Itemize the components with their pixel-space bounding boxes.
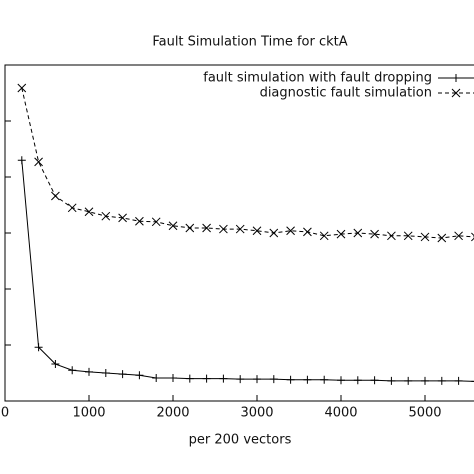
point-marker — [370, 376, 379, 385]
point-marker — [51, 191, 60, 201]
point-marker — [51, 360, 60, 369]
legend-marker — [452, 74, 460, 82]
point-marker — [151, 217, 161, 227]
point-marker — [337, 376, 345, 385]
point-marker — [454, 376, 463, 385]
point-marker — [471, 232, 474, 242]
point-marker — [403, 231, 413, 241]
point-marker — [118, 213, 127, 223]
point-marker — [152, 374, 161, 383]
point-marker — [68, 366, 77, 375]
point-marker — [185, 223, 195, 233]
x-axis-label: per 200 vectors — [189, 433, 292, 448]
point-marker — [387, 376, 396, 385]
point-marker — [202, 374, 211, 383]
point-marker — [353, 228, 363, 238]
point-marker — [118, 370, 127, 379]
legend-marker — [451, 88, 461, 98]
point-marker — [85, 367, 93, 376]
x-tick-label: 3000 — [240, 406, 273, 421]
point-marker — [34, 157, 43, 167]
point-marker — [437, 376, 446, 385]
point-marker — [353, 376, 362, 385]
point-marker — [387, 231, 396, 241]
x-tick-label: 5000 — [408, 406, 441, 421]
plot-frame — [4, 64, 474, 402]
point-marker — [101, 211, 111, 221]
point-marker — [454, 231, 463, 241]
point-marker — [235, 224, 245, 234]
point-marker — [420, 232, 430, 242]
point-marker — [320, 375, 329, 384]
point-marker — [404, 376, 413, 385]
series-line — [21, 87, 474, 239]
point-marker — [219, 224, 228, 234]
point-marker — [269, 375, 278, 384]
point-marker — [202, 223, 211, 233]
x-tick-label: 2000 — [156, 406, 189, 421]
point-marker — [168, 221, 178, 231]
point-marker — [236, 375, 245, 384]
legend-label: fault simulation with fault dropping — [203, 71, 432, 86]
point-marker — [336, 229, 346, 239]
point-marker — [269, 228, 279, 238]
point-marker — [319, 231, 329, 241]
point-marker — [34, 343, 43, 352]
point-marker — [101, 369, 110, 377]
x-tick-label: 4000 — [324, 406, 357, 421]
point-marker — [84, 207, 94, 217]
point-marker — [286, 375, 295, 384]
point-marker — [219, 374, 228, 383]
series-line — [21, 160, 474, 382]
point-marker — [437, 233, 447, 243]
point-marker — [303, 227, 312, 237]
chart-title: Fault Simulation Time for cktA — [152, 35, 347, 50]
point-marker — [169, 374, 177, 383]
point-marker — [185, 374, 194, 383]
point-marker — [471, 380, 474, 382]
point-marker — [303, 375, 312, 384]
point-marker — [286, 226, 295, 236]
point-marker — [421, 376, 429, 385]
x-tick-label: 0 — [1, 406, 9, 421]
point-marker — [253, 375, 261, 384]
point-marker — [17, 83, 27, 93]
point-marker — [252, 226, 262, 236]
point-marker — [135, 216, 144, 226]
point-marker — [135, 371, 144, 380]
point-marker — [67, 203, 77, 213]
legend-label: diagnostic fault simulation — [260, 86, 432, 101]
x-tick-label: 1000 — [72, 406, 105, 421]
point-marker — [17, 156, 26, 165]
point-marker — [370, 229, 379, 239]
